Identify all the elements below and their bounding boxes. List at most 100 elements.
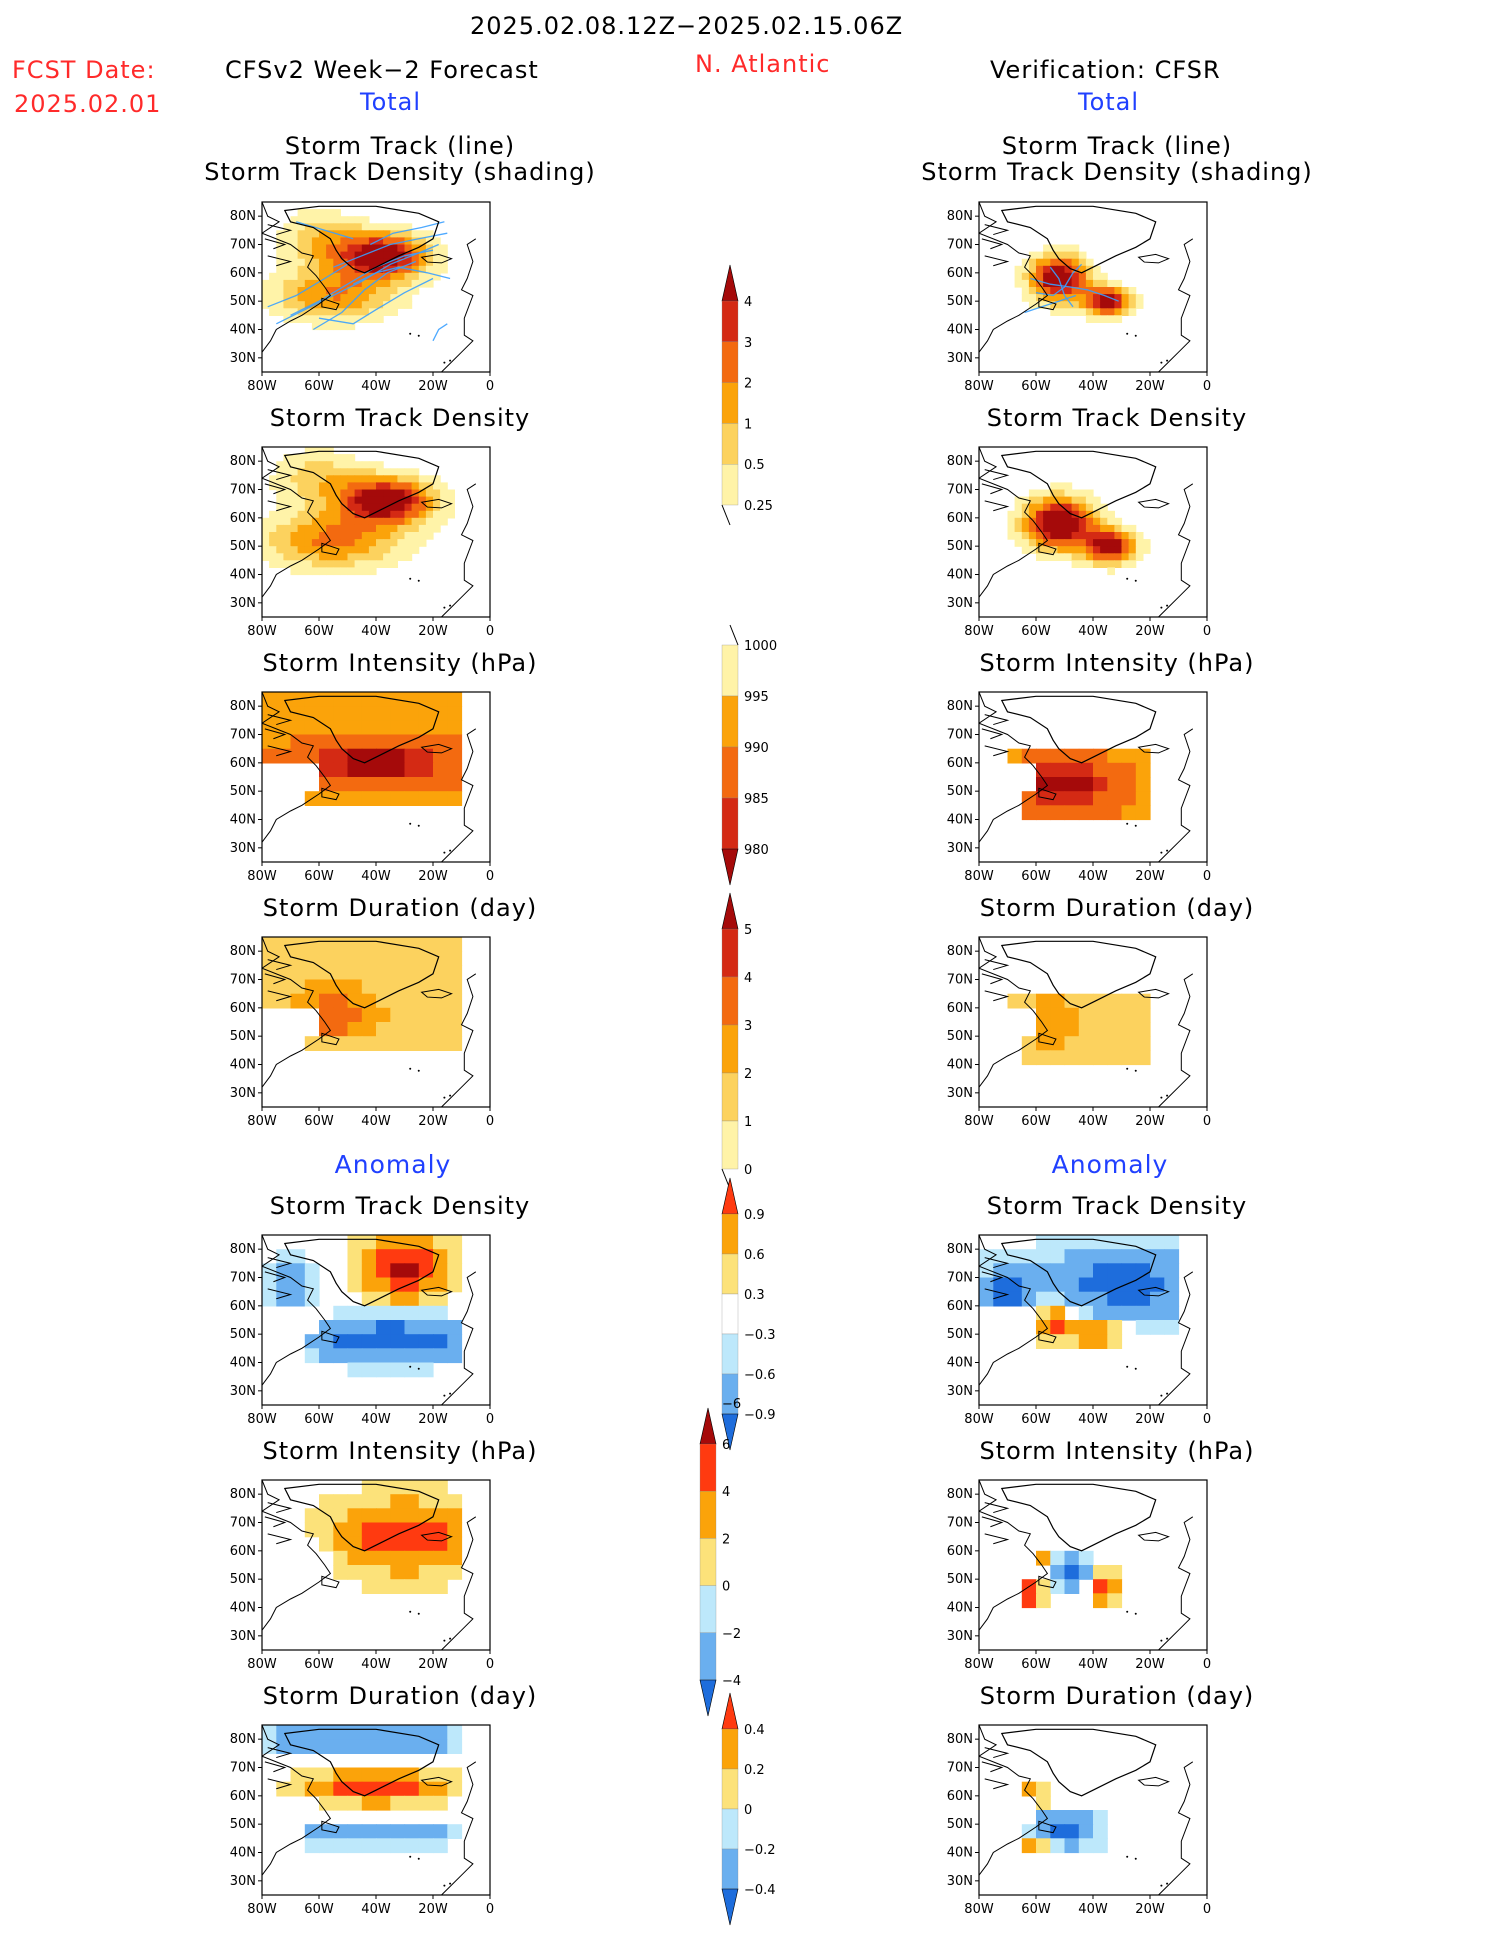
colorbar-label: 5 (744, 923, 752, 938)
colorbar-density-total: 4 3 2 1 0.5 0.25 (721, 264, 792, 526)
map-verif-intensity-svg: 80N 70N 60N 50N 40N 30N 80W 60W 40W 20W 0 (947, 691, 1211, 884)
lat-tick-label: 60N (947, 1544, 973, 1559)
colorbar-label: 0 (744, 1163, 752, 1178)
colorbar-label: 4 (744, 971, 752, 986)
right-anomaly-label: Anomaly (1051, 1150, 1169, 1179)
map-verif-density: 80N 70N 60N 50N 40N 30N 80W 60W 40W 20W 0 (947, 446, 1211, 639)
map-forecast-density-anomaly-svg: 80N 70N 60N 50N 40N 30N 80W 60W 40W 20W 0 (230, 1234, 494, 1427)
lat-tick-label: 30N (947, 1629, 973, 1644)
colorbar-segment (721, 423, 739, 465)
lat-tick-label: 80N (230, 699, 256, 714)
map-verif-track-svg: 80N 70N 60N 50N 40N 30N 80W 60W 40W 20W 0 (947, 201, 1211, 394)
map-forecast-intensity: 80N 70N 60N 50N 40N 30N 80W 60W 40W 20W 0 (230, 691, 494, 884)
lat-tick-label: 60N (947, 511, 973, 526)
lon-tick-label: 0 (1203, 1114, 1211, 1129)
lat-tick-label: 40N (230, 813, 256, 828)
lat-tick-label: 80N (230, 944, 256, 959)
lon-tick-label: 40W (1078, 1657, 1108, 1672)
lat-tick-label: 80N (947, 1242, 973, 1257)
colorbar-segment (721, 341, 739, 383)
colorbar-segment (721, 1728, 739, 1770)
lat-tick-label: 30N (230, 1874, 256, 1889)
lon-tick-label: 80W (247, 869, 277, 884)
title-r4: Storm Duration (day) (979, 894, 1255, 922)
lon-tick-label: 40W (361, 1902, 391, 1917)
lon-tick-label: 40W (361, 1412, 391, 1427)
lon-tick-label: 0 (486, 869, 494, 884)
lat-tick-label: 40N (947, 1601, 973, 1616)
colorbar-label: 985 (744, 792, 769, 807)
lon-tick-label: 20W (1135, 1412, 1165, 1427)
lat-tick-label: 70N (947, 728, 973, 743)
lat-tick-label: 80N (947, 209, 973, 224)
lon-tick-label: 80W (964, 1902, 994, 1917)
lat-tick-label: 50N (947, 1817, 973, 1832)
lat-tick-label: 70N (947, 483, 973, 498)
colorbar-label: 1000 (744, 639, 777, 654)
lat-tick-label: 70N (947, 1761, 973, 1776)
lat-tick-label: 60N (230, 1789, 256, 1804)
colorbar-label: 0 (744, 1803, 752, 1818)
lat-tick-label: 70N (230, 728, 256, 743)
lon-tick-label: 40W (1078, 1412, 1108, 1427)
colorbar-top-arrow (721, 892, 739, 930)
lon-tick-label: 80W (964, 379, 994, 394)
lat-tick-label: 60N (947, 1789, 973, 1804)
lon-tick-label: 0 (486, 624, 494, 639)
lon-tick-label: 60W (1021, 624, 1051, 639)
title-l5: Storm Track Density (269, 1192, 531, 1220)
lat-tick-label: 50N (230, 294, 256, 309)
colorbar-label: 0.9 (744, 1208, 765, 1223)
lat-tick-label: 80N (230, 1732, 256, 1747)
lat-tick-label: 50N (947, 784, 973, 799)
title-l7: Storm Duration (day) (262, 1682, 538, 1710)
lon-tick-label: 20W (1135, 1657, 1165, 1672)
lat-tick-label: 30N (230, 1384, 256, 1399)
lon-tick-label: 80W (964, 1657, 994, 1672)
fcst-date: 2025.02.01 (14, 90, 162, 118)
right-total-label: Total (1078, 88, 1140, 116)
lat-tick-label: 50N (947, 294, 973, 309)
map-verif-duration-svg: 80N 70N 60N 50N 40N 30N 80W 60W 40W 20W 0 (947, 936, 1211, 1129)
lat-tick-label: 70N (230, 973, 256, 988)
lat-tick-label: 60N (230, 266, 256, 281)
lon-tick-label: 80W (247, 1412, 277, 1427)
colorbar-label: −0.4 (744, 1883, 776, 1898)
colorbar-bottom-arrow (721, 848, 739, 886)
colorbar-segment (721, 928, 739, 978)
colorbar-label: 4 (744, 295, 752, 310)
map-verif-duration-anomaly: 80N 70N 60N 50N 40N 30N 80W 60W 40W 20W 0 (947, 1724, 1211, 1917)
lat-tick-label: 60N (947, 1299, 973, 1314)
lat-tick-label: 40N (230, 568, 256, 583)
lat-tick-label: 70N (947, 1516, 973, 1531)
colorbar-label: −6 (722, 1397, 741, 1412)
lon-tick-label: 0 (1203, 624, 1211, 639)
title-r7: Storm Duration (day) (979, 1682, 1255, 1710)
colorbar-label: 990 (744, 741, 769, 756)
map-forecast-intensity-anomaly: 80N 70N 60N 50N 40N 30N 80W 60W 40W 20W 0 (230, 1479, 494, 1672)
map-verif-intensity: 80N 70N 60N 50N 40N 30N 80W 60W 40W 20W 0 (947, 691, 1211, 884)
lat-tick-label: 50N (947, 539, 973, 554)
lat-tick-label: 30N (947, 1874, 973, 1889)
date-range: 2025.02.08.12Z−2025.02.15.06Z (470, 12, 904, 40)
colorbar-label: 3 (744, 336, 752, 351)
colorbar-segment (721, 464, 739, 506)
lon-tick-label: 0 (486, 1412, 494, 1427)
colorbar-segment (721, 1120, 739, 1170)
left-title: CFSv2 Week−2 Forecast (225, 56, 539, 84)
lat-tick-label: 80N (947, 944, 973, 959)
lat-tick-label: 50N (947, 1572, 973, 1587)
title-l3: Storm Intensity (hPa) (262, 649, 538, 677)
lat-tick-label: 60N (947, 756, 973, 771)
title-r5: Storm Track Density (986, 1192, 1248, 1220)
lat-tick-label: 60N (947, 266, 973, 281)
lat-tick-label: 40N (230, 1356, 256, 1371)
map-verif-density-anomaly: 80N 70N 60N 50N 40N 30N 80W 60W 40W 20W 0 (947, 1234, 1211, 1427)
colorbar-label: −0.2 (744, 1843, 776, 1858)
lat-tick-label: 30N (947, 596, 973, 611)
lon-tick-label: 80W (964, 869, 994, 884)
lon-tick-label: 0 (486, 379, 494, 394)
colorbar-segment (699, 1443, 717, 1492)
lon-tick-label: 60W (304, 379, 334, 394)
colorbar-label: 2 (722, 1532, 730, 1547)
